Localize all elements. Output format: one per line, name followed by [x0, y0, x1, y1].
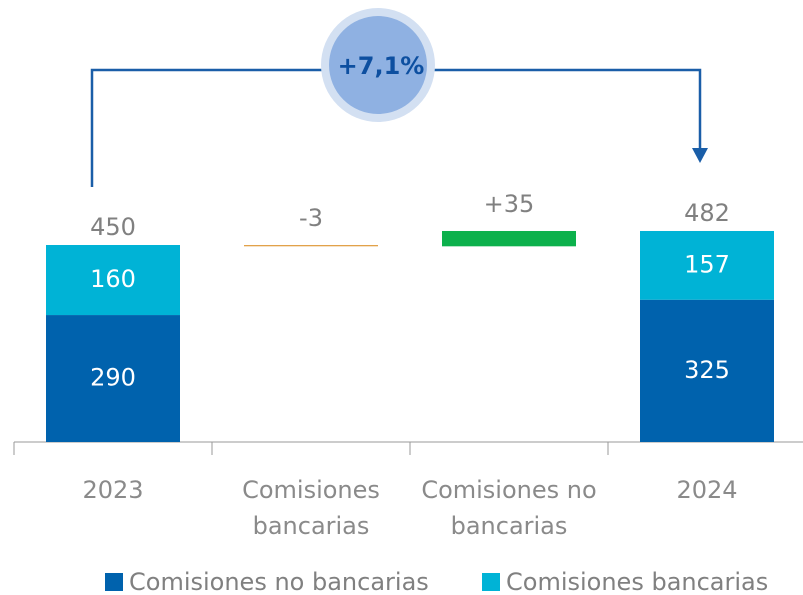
badge-inner [329, 16, 427, 114]
total-label: 450 [90, 213, 136, 241]
value-label: 290 [90, 364, 136, 392]
total-label: 482 [684, 199, 730, 227]
bar-segment [640, 230, 774, 300]
value-label: 160 [90, 265, 136, 293]
x-tick-label: 2024 [676, 476, 738, 504]
legend-swatch [482, 573, 500, 591]
x-tick-label: Comisiones no bancarias [421, 476, 597, 540]
change-label: +35 [484, 190, 535, 218]
change-label: -3 [299, 204, 323, 232]
value-label: 157 [684, 250, 730, 278]
bar-segment [640, 299, 774, 442]
x-tick-label: Comisiones bancarias [242, 476, 380, 540]
value-label: 325 [684, 356, 730, 384]
legend-label: Comisiones bancarias [506, 568, 768, 595]
bar-segment [46, 245, 180, 316]
legend-swatch [105, 573, 123, 591]
change-bar [442, 230, 576, 247]
growth-annotation: +7,1% [338, 52, 425, 80]
legend-label: Comisiones no bancarias [129, 568, 429, 595]
x-tick-label: 2023 [82, 476, 144, 504]
arrow-head [692, 148, 708, 163]
change-bar [244, 245, 378, 247]
bar-segment [46, 315, 180, 442]
